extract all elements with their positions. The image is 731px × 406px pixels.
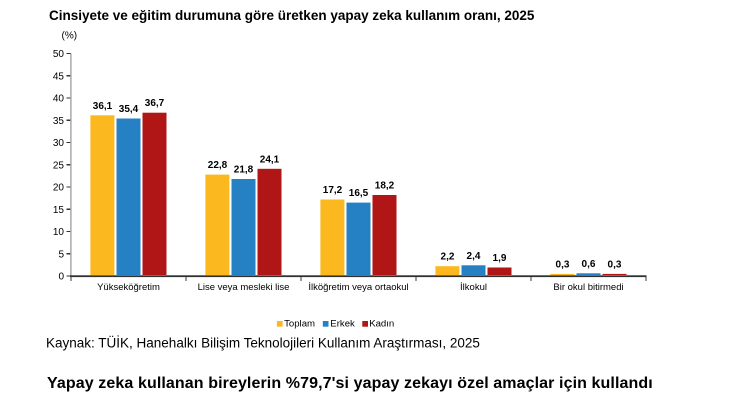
svg-text:Yapay zeka kullanan bireylerin: Yapay zeka kullanan bireylerin %79,7'si … <box>47 375 653 392</box>
svg-text:22,8: 22,8 <box>208 160 228 171</box>
svg-text:Lise veya mesleki lise: Lise veya mesleki lise <box>198 282 290 293</box>
svg-text:10: 10 <box>53 227 65 238</box>
svg-text:15: 15 <box>53 205 65 216</box>
svg-text:1,9: 1,9 <box>493 253 507 264</box>
svg-text:Cinsiyete ve eğitim durumuna g: Cinsiyete ve eğitim durumuna göre üretke… <box>49 8 535 23</box>
svg-text:Bir okul bitirmedi: Bir okul bitirmedi <box>553 282 623 293</box>
svg-text:5: 5 <box>58 249 64 260</box>
svg-text:40: 40 <box>53 94 65 105</box>
svg-text:20: 20 <box>53 183 65 194</box>
svg-text:18,2: 18,2 <box>375 181 395 192</box>
svg-text:0,3: 0,3 <box>608 259 622 270</box>
svg-text:36,7: 36,7 <box>145 98 165 109</box>
svg-text:2,4: 2,4 <box>467 251 481 262</box>
svg-text:16,5: 16,5 <box>349 188 369 199</box>
svg-text:Toplam: Toplam <box>284 319 315 330</box>
svg-text:45: 45 <box>53 71 65 82</box>
svg-text:36,1: 36,1 <box>93 101 113 112</box>
svg-text:Yükseköğretim: Yükseköğretim <box>97 282 160 293</box>
svg-text:25: 25 <box>53 160 65 171</box>
svg-text:Kaynak: TÜİK, Hanehalkı Bilişi: Kaynak: TÜİK, Hanehalkı Bilişim Teknoloj… <box>46 336 480 351</box>
svg-text:İlkokul: İlkokul <box>460 282 487 293</box>
svg-text:Erkek: Erkek <box>330 319 355 330</box>
svg-text:24,1: 24,1 <box>260 154 280 165</box>
svg-text:17,2: 17,2 <box>323 185 343 196</box>
svg-text:Kadın: Kadın <box>369 319 394 330</box>
svg-text:35,4: 35,4 <box>119 104 139 115</box>
svg-text:50: 50 <box>53 49 65 60</box>
svg-text:30: 30 <box>53 138 65 149</box>
svg-text:0,3: 0,3 <box>556 259 570 270</box>
svg-text:İlköğretim veya ortaokul: İlköğretim veya ortaokul <box>308 282 408 293</box>
svg-text:2,2: 2,2 <box>441 252 455 263</box>
svg-text:21,8: 21,8 <box>234 165 254 176</box>
svg-text:35: 35 <box>53 116 65 127</box>
svg-text:(%): (%) <box>62 31 78 42</box>
svg-text:0: 0 <box>58 272 64 283</box>
svg-text:0,6: 0,6 <box>582 259 596 270</box>
